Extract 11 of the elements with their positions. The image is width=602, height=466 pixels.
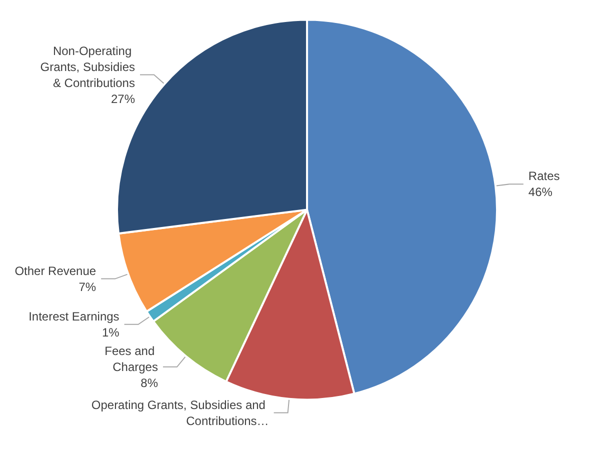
slice-label: Operating Grants, Subsidies and Contributions…	[91, 398, 269, 428]
data-label: 8%	[140, 376, 158, 390]
slice-label: Other Revenue	[14, 264, 96, 278]
slice-label: Non-Operating Grants, Subsidies & Contributions	[40, 44, 135, 90]
data-label: 46%	[528, 185, 553, 200]
slice-label: Fees and Charges	[104, 344, 158, 374]
slice-label: Rates	[528, 169, 560, 184]
data-label: 7%	[78, 280, 96, 294]
slice-label: Interest Earnings	[28, 309, 120, 324]
data-label: 1%	[102, 325, 120, 340]
data-label: 27%	[110, 92, 136, 106]
